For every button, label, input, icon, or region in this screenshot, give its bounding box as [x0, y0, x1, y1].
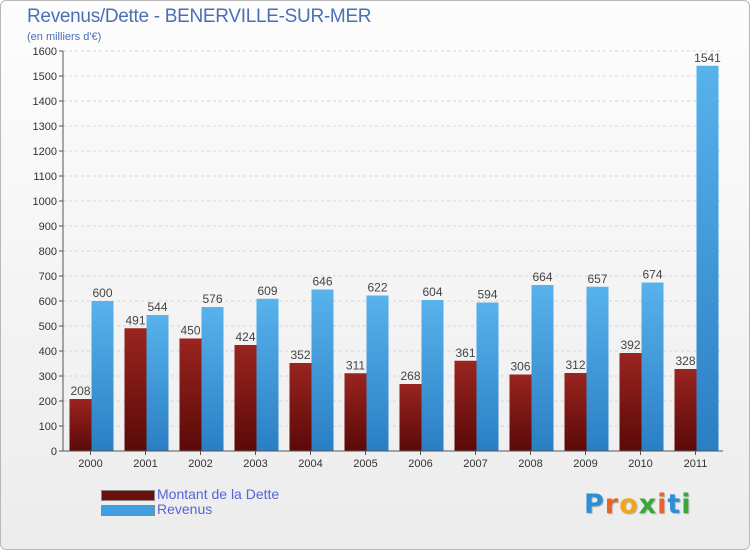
bar-debt-2009	[564, 373, 587, 451]
data-label-revenus-2002: 576	[202, 292, 222, 306]
data-label-revenus-2005: 622	[367, 281, 387, 295]
data-label-debt-2005: 311	[346, 358, 365, 372]
x-tick-label: 2011	[684, 458, 708, 470]
x-tick-label: 2000	[78, 458, 102, 470]
bar-debt-2003	[234, 345, 257, 451]
data-label-debt-2010: 392	[620, 338, 640, 352]
data-label-debt-2000: 208	[70, 384, 90, 398]
data-label-revenus-2007: 594	[477, 288, 497, 302]
y-tick-label: 1500	[33, 71, 57, 83]
data-label-revenus-2011: 1541	[694, 51, 721, 65]
bar-revenus-2011	[696, 65, 719, 451]
legend-label-revenus: Revenus	[157, 501, 213, 517]
data-label-revenus-2010: 674	[642, 268, 662, 282]
bar-debt-2010	[619, 353, 642, 451]
x-tick-label: 2009	[573, 458, 597, 470]
proxiti-logo: Proxiti	[584, 489, 692, 520]
data-label-revenus-2004: 646	[312, 275, 332, 289]
legend-label-debt: Montant de la Dette	[157, 486, 280, 502]
bar-debt-2007	[454, 360, 477, 451]
data-label-debt-2011: 328	[675, 354, 695, 368]
bar-debt-2001	[124, 328, 147, 451]
bar-debt-2008	[509, 374, 532, 451]
y-tick-label: 800	[39, 246, 57, 258]
bar-revenus-2006	[421, 300, 444, 451]
bar-debt-2005	[344, 373, 367, 451]
data-label-debt-2004: 352	[290, 348, 310, 362]
bar-revenus-2007	[476, 302, 499, 451]
bar-revenus-2003	[256, 298, 279, 451]
x-tick-label: 2007	[463, 458, 487, 470]
data-label-revenus-2001: 544	[147, 300, 167, 314]
y-tick-label: 1200	[33, 146, 57, 158]
bar-revenus-2001	[146, 315, 169, 451]
x-tick-label: 2001	[133, 458, 157, 470]
bar-debt-2004	[289, 363, 312, 451]
bar-revenus-2004	[311, 289, 334, 451]
data-label-revenus-2009: 657	[587, 272, 607, 286]
bar-debt-2002	[179, 338, 202, 451]
bar-debt-2006	[399, 384, 422, 451]
data-label-revenus-2003: 609	[257, 284, 277, 298]
data-label-revenus-2008: 664	[532, 270, 552, 284]
x-tick-label: 2004	[298, 458, 322, 470]
data-label-debt-2008: 306	[510, 360, 530, 374]
data-label-debt-2007: 361	[455, 346, 475, 360]
data-label-debt-2001: 491	[125, 313, 145, 327]
legend-swatch-revenus	[101, 505, 155, 516]
data-label-debt-2003: 424	[235, 330, 255, 344]
data-label-debt-2009: 312	[565, 358, 585, 372]
y-tick-label: 0	[51, 446, 57, 458]
bar-revenus-2010	[641, 282, 664, 451]
y-tick-label: 500	[39, 321, 57, 333]
y-tick-label: 900	[39, 221, 57, 233]
bar-revenus-2000	[91, 301, 114, 451]
x-tick-label: 2005	[353, 458, 377, 470]
y-tick-label: 1300	[33, 121, 57, 133]
bar-revenus-2009	[586, 286, 609, 451]
y-tick-label: 600	[39, 296, 57, 308]
chart-subtitle: (en milliers d'€)	[27, 31, 102, 43]
y-tick-label: 400	[39, 346, 57, 358]
y-tick-label: 1100	[33, 171, 57, 183]
bar-debt-2011	[674, 369, 697, 451]
bar-revenus-2002	[201, 307, 224, 451]
y-tick-label: 100	[39, 421, 57, 433]
y-tick-label: 200	[39, 396, 57, 408]
chart-title: Revenus/Dette - BENERVILLE-SUR-MER	[27, 6, 372, 27]
x-tick-label: 2002	[188, 458, 212, 470]
y-tick-label: 700	[39, 271, 57, 283]
bar-debt-2000	[69, 399, 92, 451]
data-label-revenus-2000: 600	[92, 286, 112, 300]
x-tick-label: 2006	[408, 458, 432, 470]
y-tick-label: 1600	[33, 46, 57, 58]
y-tick-label: 1000	[33, 196, 57, 208]
bar-revenus-2008	[531, 285, 554, 451]
x-tick-label: 2008	[518, 458, 542, 470]
y-tick-label: 300	[39, 371, 57, 383]
bar-revenus-2005	[366, 295, 389, 451]
x-tick-label: 2010	[628, 458, 652, 470]
legend-swatch-debt	[101, 490, 155, 501]
x-tick-label: 2003	[243, 458, 267, 470]
data-label-debt-2002: 450	[180, 324, 200, 338]
y-tick-label: 1400	[33, 96, 57, 108]
data-label-revenus-2006: 604	[422, 285, 442, 299]
data-label-debt-2006: 268	[400, 369, 420, 383]
